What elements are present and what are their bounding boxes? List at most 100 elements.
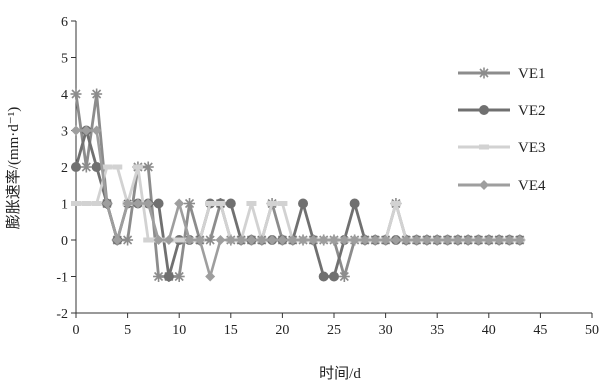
data-point <box>463 235 474 245</box>
data-point <box>349 235 360 245</box>
data-point <box>153 198 164 209</box>
y-tick-label: 2 <box>61 161 68 176</box>
data-point <box>421 235 432 245</box>
legend-label: VE2 <box>518 103 546 119</box>
x-tick-label: 10 <box>172 323 186 338</box>
data-point <box>153 271 165 282</box>
data-point <box>329 271 339 282</box>
data-point <box>349 198 360 209</box>
x-tick-label: 40 <box>482 323 496 338</box>
y-tick-label: -2 <box>56 307 68 322</box>
data-point <box>483 235 494 245</box>
data-point <box>81 201 92 206</box>
data-point <box>143 237 154 243</box>
x-tick-label: 0 <box>73 323 80 338</box>
legend-label: VE1 <box>518 66 546 82</box>
data-point <box>432 235 443 245</box>
data-point <box>71 201 81 206</box>
data-point <box>163 271 174 282</box>
data-point <box>442 235 453 245</box>
data-point <box>411 235 422 245</box>
data-point <box>452 235 463 245</box>
data-point <box>298 235 309 245</box>
x-tick-label: 15 <box>224 323 238 338</box>
x-tick-label: 30 <box>379 323 393 338</box>
data-point <box>71 125 81 136</box>
legend-item-ve4: VE4 <box>458 178 546 194</box>
data-point <box>390 235 401 245</box>
data-point <box>225 198 236 209</box>
data-point <box>401 235 412 245</box>
data-point <box>338 271 350 282</box>
data-point <box>205 201 216 206</box>
data-point <box>246 235 257 245</box>
data-point <box>71 162 81 172</box>
data-point <box>225 235 236 245</box>
data-point <box>132 164 143 170</box>
legend-marker <box>479 144 489 150</box>
series-ve1 <box>70 88 526 282</box>
legend: VE1 VE2 VE3 VE4 <box>458 66 546 194</box>
data-point <box>174 237 185 243</box>
data-point <box>122 198 133 209</box>
x-tick-label: 50 <box>585 323 599 338</box>
data-point <box>101 198 112 209</box>
data-point <box>132 198 143 209</box>
x-tick-label: 45 <box>533 323 547 338</box>
data-point <box>142 161 154 173</box>
data-point <box>370 235 381 245</box>
data-point <box>91 201 102 206</box>
data-point <box>359 235 370 245</box>
data-point <box>256 235 267 245</box>
data-point <box>184 198 196 209</box>
data-point <box>143 198 154 209</box>
x-tick-label: 20 <box>275 323 289 338</box>
data-point <box>80 161 92 173</box>
data-point <box>215 235 226 245</box>
data-point <box>173 271 185 282</box>
data-point <box>329 235 339 245</box>
data-point <box>246 201 257 206</box>
data-point <box>184 235 195 245</box>
y-axis-title: 膨胀速率/(mm·d⁻¹) <box>5 107 22 229</box>
data-point <box>473 235 484 245</box>
legend-item-ve2: VE2 <box>458 103 546 119</box>
data-point <box>277 201 288 206</box>
data-point <box>287 235 298 245</box>
legend-item-ve1: VE1 <box>458 66 546 82</box>
data-point <box>494 235 505 245</box>
data-point <box>380 235 391 245</box>
x-tick-label: 5 <box>124 323 131 338</box>
y-tick-label: 3 <box>61 125 68 140</box>
x-axis-title: 时间/d <box>319 365 361 382</box>
legend-marker <box>479 180 489 190</box>
y-tick-label: 5 <box>61 52 68 67</box>
data-point <box>122 234 134 246</box>
data-point <box>298 198 309 209</box>
data-point <box>163 235 174 245</box>
y-tick-label: -1 <box>56 271 68 286</box>
data-point <box>204 234 216 246</box>
data-point <box>339 235 350 245</box>
data-point <box>91 125 102 136</box>
x-tick-label: 35 <box>430 323 444 338</box>
y-tick-label: 4 <box>61 88 68 103</box>
series-ve4 <box>71 125 525 282</box>
data-point <box>267 201 278 206</box>
data-point <box>390 201 401 206</box>
y-tick-label: 0 <box>61 234 68 249</box>
data-point <box>236 235 247 245</box>
data-point <box>504 235 515 245</box>
data-point <box>112 164 123 170</box>
data-point <box>81 125 92 136</box>
data-point <box>318 235 329 245</box>
data-point <box>267 235 278 245</box>
y-tick-label: 6 <box>61 15 68 30</box>
data-point <box>205 271 216 282</box>
data-point <box>174 198 185 209</box>
data-point <box>308 235 319 245</box>
data-point <box>153 235 164 245</box>
data-point <box>194 235 205 245</box>
data-point <box>91 88 103 100</box>
